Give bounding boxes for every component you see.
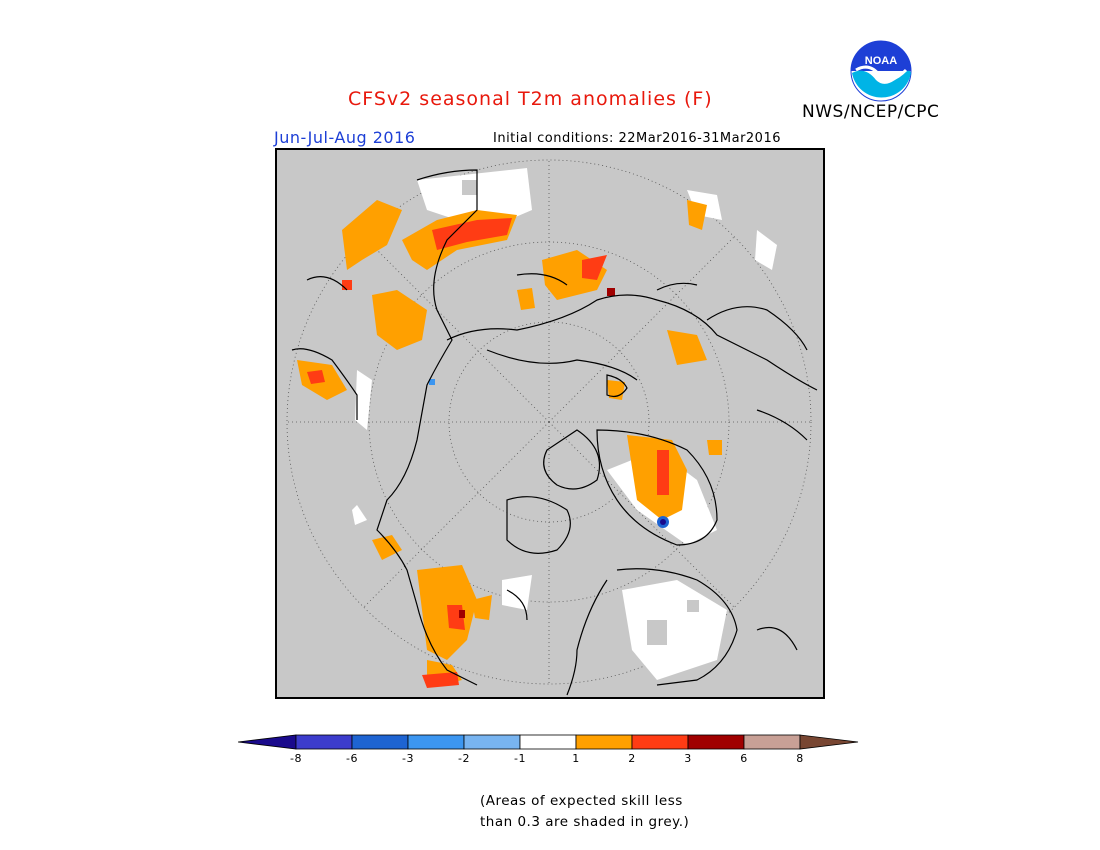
- polar-anomaly-map: [275, 148, 825, 699]
- colorbar-tick-label: -2: [458, 752, 470, 765]
- grey-patches: [462, 180, 699, 645]
- skill-footnote: (Areas of expected skill less than 0.3 a…: [480, 791, 689, 833]
- colorbar-tick-label: 6: [740, 752, 748, 765]
- initial-conditions-label: Initial conditions: 22Mar2016-31Mar2016: [493, 131, 781, 146]
- colorbar-cell: [575, 734, 633, 750]
- colorbar-tick-label: 1: [572, 752, 580, 765]
- colorbar-cell: [687, 734, 745, 750]
- colorbar-cell: [519, 734, 577, 750]
- colorbar-cell: [407, 734, 465, 750]
- colorbar-tick-label: 8: [796, 752, 804, 765]
- colorbar-tick-label: -3: [402, 752, 414, 765]
- colorbar-tick-label: 3: [684, 752, 692, 765]
- skill-footnote-line2: than 0.3 are shaded in grey.): [480, 814, 690, 830]
- colorbar: [238, 734, 859, 750]
- colorbar-tick-label: 2: [628, 752, 636, 765]
- chart-title: CFSv2 seasonal T2m anomalies (F): [348, 88, 713, 110]
- white-anomaly-regions: [352, 168, 777, 680]
- colorbar-cell: [631, 734, 689, 750]
- darkred-anomaly-regions: [459, 288, 615, 618]
- colorbar-tick-label: -1: [514, 752, 526, 765]
- agency-label: NWS/NCEP/CPC: [802, 102, 940, 122]
- colorbar-cell: [743, 734, 801, 750]
- skill-footnote-line1: (Areas of expected skill less: [480, 793, 683, 809]
- colorbar-arrow-low: [238, 734, 297, 750]
- colorbar-tick-label: -6: [346, 752, 358, 765]
- colorbar-cell: [295, 734, 353, 750]
- noaa-logo-text: NOAA: [865, 55, 897, 67]
- colorbar-tick-label: -8: [290, 752, 302, 765]
- season-label: Jun-Jul-Aug 2016: [274, 128, 416, 147]
- red-anomaly-regions: [307, 218, 669, 688]
- colorbar-cell: [351, 734, 409, 750]
- colorbar-arrow-high: [799, 734, 859, 750]
- coastlines: [291, 169, 818, 696]
- noaa-logo: NOAA: [850, 40, 912, 102]
- colorbar-cell: [463, 734, 521, 750]
- blue-anomaly-spots: [429, 379, 669, 528]
